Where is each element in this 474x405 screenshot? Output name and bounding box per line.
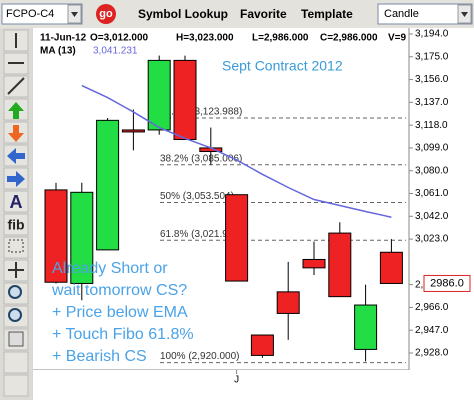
style-text: Candle xyxy=(384,8,419,20)
tool-icon xyxy=(8,102,24,119)
toolbar-button[interactable]: Favorite xyxy=(240,7,287,21)
dropdown-arrow xyxy=(461,12,468,17)
info-value: L=2,986.000 xyxy=(252,33,309,44)
y-tick-label: 3,099.0 xyxy=(415,143,449,154)
last-price-label: 2986.0 xyxy=(430,277,464,289)
candle-body xyxy=(354,304,378,350)
ma-label: MA (13) xyxy=(40,46,76,57)
y-tick-label: 2,928.0 xyxy=(415,348,449,359)
tool-icon xyxy=(8,308,22,322)
annotation-note: Already Short or xyxy=(52,260,168,277)
tool-button[interactable] xyxy=(3,190,29,213)
y-tick-label: 2,966.0 xyxy=(415,302,449,313)
annotation-title: Sept Contract 2012 xyxy=(222,58,343,74)
tool-icon xyxy=(8,285,22,299)
y-tick-label: 3,156.0 xyxy=(415,74,449,85)
candle-body xyxy=(328,232,352,298)
tool-button[interactable] xyxy=(3,374,29,397)
fib-label: 100% (2,920.000) xyxy=(160,351,240,362)
annotation-note: + Touch Fibo 61.8% xyxy=(52,326,194,343)
fib-label: 61.8% (3,021.998) xyxy=(160,229,242,240)
tool-icon xyxy=(8,262,24,278)
info-date: 11-Jun-12 xyxy=(40,33,87,44)
annotation-note: + Bearish CS xyxy=(52,348,147,365)
tool-icon xyxy=(8,331,24,347)
tool-button[interactable] xyxy=(3,236,29,259)
info-value: C=2,986.000 xyxy=(320,33,378,44)
time-axis xyxy=(33,370,409,400)
y-tick-label: 2,947.0 xyxy=(415,325,449,336)
x-tick-label: J xyxy=(234,375,239,386)
candle-body xyxy=(44,189,68,283)
candle-body xyxy=(96,119,120,251)
tool-icon xyxy=(8,125,24,142)
candle-body xyxy=(225,194,249,282)
toolbar-button[interactable]: Symbol Lookup xyxy=(138,7,228,21)
tool-icon xyxy=(8,239,24,253)
y-tick-label: 3,175.0 xyxy=(415,51,449,62)
price-axis xyxy=(409,28,474,400)
y-tick-label: 3,080.0 xyxy=(415,165,449,176)
go-button[interactable] xyxy=(96,4,116,24)
info-value: H=3,023.000 xyxy=(176,33,234,44)
tool-button[interactable] xyxy=(3,351,29,374)
info-value: O=3,012.000 xyxy=(90,33,149,44)
candle-body xyxy=(70,191,94,284)
candle-body xyxy=(147,59,171,131)
candle-body xyxy=(250,334,274,356)
fib-label: 38.2% (3,085.006) xyxy=(160,153,242,164)
last-price-box xyxy=(423,274,471,292)
tool-icon xyxy=(7,77,25,95)
symbol-input[interactable] xyxy=(1,3,83,25)
annotation-note: wait tomorrow CS? xyxy=(51,282,187,299)
y-tick-label: 3,118.0 xyxy=(415,120,448,131)
y-tick-label: 3,194.0 xyxy=(415,29,449,40)
go-text: go xyxy=(99,8,113,20)
candle-body xyxy=(121,129,145,133)
symbol-text: FCPO-C4 xyxy=(6,8,54,20)
annotation-note: + Price below EMA xyxy=(52,304,188,321)
tool-icon: A xyxy=(10,192,23,212)
style-select[interactable] xyxy=(377,3,473,25)
ma-value: 3,041.231 xyxy=(93,46,138,57)
tool-icon xyxy=(7,171,25,187)
ma-line xyxy=(81,84,392,218)
y-tick-label: 3,023.0 xyxy=(415,234,449,245)
dropdown-arrow xyxy=(71,12,78,17)
tool-button[interactable] xyxy=(3,213,29,236)
candle-body xyxy=(379,251,403,284)
tool-icon xyxy=(7,148,25,164)
fib-label: 23.6% (3,123.988) xyxy=(160,107,242,118)
y-tick-label: 3,042.0 xyxy=(415,211,449,222)
toolbar-button[interactable]: Template xyxy=(301,7,353,21)
y-tick-label: 3,061.0 xyxy=(415,188,449,199)
y-tick-label: 3,137.0 xyxy=(415,97,449,108)
candle-body xyxy=(302,258,326,269)
candle-body xyxy=(173,59,197,141)
tool-icon: fib xyxy=(7,217,24,233)
fib-label: 50% (3,053.504) xyxy=(160,191,234,202)
info-value: V=9 xyxy=(388,33,407,44)
plot-area xyxy=(33,28,409,370)
candle-body xyxy=(276,291,300,314)
